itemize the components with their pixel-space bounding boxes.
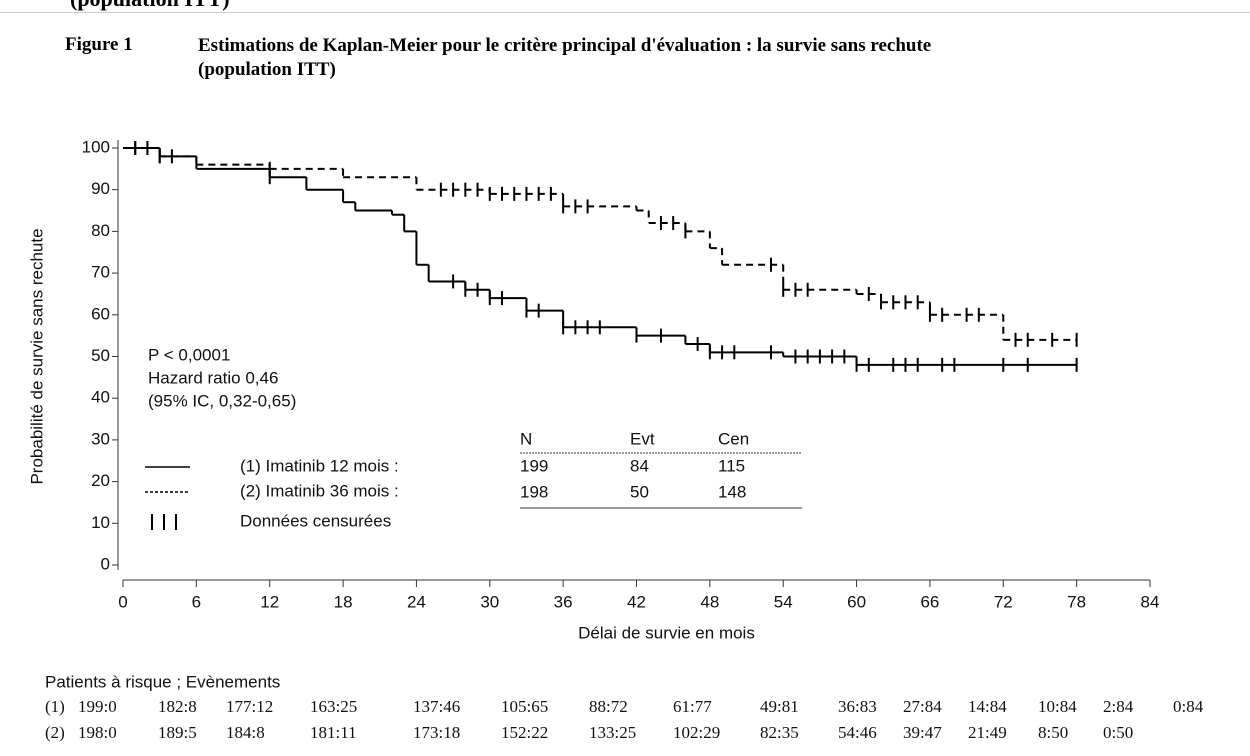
- x-tick-label: 6: [192, 592, 201, 611]
- risk-cell: 137:46: [413, 697, 460, 716]
- y-tick-label: 40: [91, 388, 110, 407]
- figure-caption: Figure 1 Estimations de Kaplan-Meier pou…: [65, 34, 998, 82]
- table-header: Evt: [630, 429, 655, 448]
- y-axis-title: Probabilité de survie sans rechute: [27, 228, 46, 484]
- annotation: (95% IC, 0,32-0,65): [148, 391, 296, 410]
- risk-cell: 14:84: [968, 697, 1007, 716]
- risk-cell: 198:0: [78, 723, 117, 742]
- risk-cell: 21:49: [968, 723, 1007, 742]
- risk-cell: 182:8: [158, 697, 197, 716]
- x-tick-label: 30: [480, 592, 499, 611]
- risk-cell: 184:8: [226, 723, 265, 742]
- risk-cell: 49:81: [760, 697, 799, 716]
- x-tick-label: 54: [774, 592, 793, 611]
- risk-cell: 54:46: [838, 723, 877, 742]
- annotation: Hazard ratio 0,46: [148, 368, 278, 387]
- figure-label: Figure 1: [65, 34, 133, 55]
- y-tick-label: 100: [82, 137, 110, 156]
- legend-label: (2) Imatinib 36 mois :: [240, 481, 399, 500]
- x-tick-label: 84: [1141, 592, 1160, 611]
- risk-row-label: (1): [45, 697, 65, 716]
- legend-label: Données censurées: [240, 511, 391, 530]
- y-tick-label: 20: [91, 471, 110, 490]
- risk-cell: 173:18: [413, 723, 460, 742]
- y-tick-label: 30: [91, 429, 110, 448]
- x-axis-title: Délai de survie en mois: [578, 623, 755, 642]
- y-tick-label: 0: [101, 554, 110, 573]
- risk-cell: 181:11: [310, 723, 357, 742]
- risk-cell: 189:5: [158, 723, 197, 742]
- y-tick-label: 10: [91, 513, 110, 532]
- risk-cell: 105:65: [501, 697, 548, 716]
- table-header: Cen: [718, 429, 749, 448]
- risk-cell: 61:77: [673, 697, 712, 716]
- risk-cell: 102:29: [673, 723, 720, 742]
- y-tick-label: 70: [91, 263, 110, 282]
- legend-label: (1) Imatinib 12 mois :: [240, 456, 399, 475]
- y-tick-label: 80: [91, 221, 110, 240]
- x-tick-label: 24: [407, 592, 426, 611]
- risk-cell: 152:22: [501, 723, 548, 742]
- y-tick-label: 90: [91, 179, 110, 198]
- annotation: P < 0,0001: [148, 345, 230, 364]
- risk-cell: 10:84: [1038, 697, 1077, 716]
- x-tick-label: 12: [260, 592, 279, 611]
- x-tick-label: 66: [920, 592, 939, 611]
- risk-cell: 2:84: [1103, 697, 1134, 716]
- risk-row-label: (2): [45, 723, 65, 742]
- y-tick-label: 50: [91, 346, 110, 365]
- x-tick-label: 18: [334, 592, 353, 611]
- divider: [0, 12, 1250, 13]
- risk-cell: 199:0: [78, 697, 117, 716]
- table-cell: 148: [718, 482, 746, 501]
- risk-cell: 177:12: [226, 697, 273, 716]
- risk-cell: 8:50: [1038, 723, 1068, 742]
- risk-cell: 0:50: [1103, 723, 1133, 742]
- risk-cell: 39:47: [903, 723, 942, 742]
- x-tick-label: 48: [700, 592, 719, 611]
- risk-cell: 82:35: [760, 723, 799, 742]
- risk-title: Patients à risque ; Evènements: [45, 672, 280, 691]
- table-cell: 84: [630, 456, 649, 475]
- table-cell: 199: [520, 456, 548, 475]
- risk-cell: 88:72: [589, 697, 628, 716]
- risk-cell: 133:25: [589, 723, 636, 742]
- y-tick-label: 60: [91, 304, 110, 323]
- cut-heading: (population ITT): [70, 0, 230, 12]
- x-tick-label: 36: [554, 592, 573, 611]
- x-tick-label: 60: [847, 592, 866, 611]
- risk-cell: 27:84: [903, 697, 942, 716]
- x-tick-label: 0: [118, 592, 127, 611]
- table-cell: 50: [630, 482, 649, 501]
- table-cell: 198: [520, 482, 548, 501]
- table-cell: 115: [718, 456, 745, 475]
- risk-cell: 163:25: [310, 697, 357, 716]
- x-tick-label: 78: [1067, 592, 1086, 611]
- x-tick-label: 72: [994, 592, 1013, 611]
- figure-title: Estimations de Kaplan-Meier pour le crit…: [198, 35, 932, 80]
- table-header: N: [520, 429, 532, 448]
- risk-cell: 36:83: [838, 697, 877, 716]
- x-tick-label: 42: [627, 592, 646, 611]
- risk-cell: 0:84: [1173, 697, 1204, 716]
